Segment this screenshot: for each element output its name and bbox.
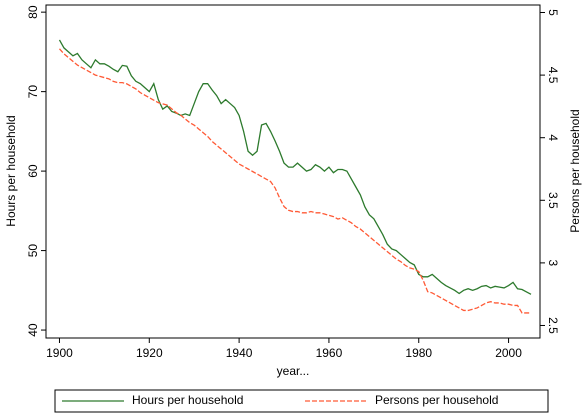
- y2-tick-label: 3: [546, 260, 560, 267]
- legend-label: Persons per household: [375, 393, 498, 407]
- y2-tick-label: 4.5: [546, 67, 560, 84]
- y-tick-label: 60: [26, 164, 40, 178]
- x-tick-label: 1980: [405, 346, 432, 360]
- x-tick-label: 2000: [495, 346, 522, 360]
- legend-box: [54, 389, 549, 413]
- x-tick-label: 1900: [46, 346, 73, 360]
- y-tick-label: 80: [26, 5, 40, 19]
- y-tick-label: 70: [26, 85, 40, 99]
- series-line: [58, 48, 532, 314]
- x-tick-label: 1940: [226, 346, 253, 360]
- y2-tick-label: 3.5: [546, 192, 560, 209]
- y2-tick-label: 2.5: [546, 317, 560, 334]
- y-tick-label: 40: [26, 323, 40, 337]
- plot-frame: [45, 4, 541, 339]
- x-tick-label: 1960: [316, 346, 343, 360]
- y2-tick-label: 5: [546, 9, 560, 16]
- legend-label: Hours per household: [132, 393, 243, 407]
- series-line: [58, 39, 532, 295]
- y2-axis-label: Persons per household: [568, 109, 582, 232]
- x-tick-label: 1920: [136, 346, 163, 360]
- y2-tick-label: 4: [546, 134, 560, 141]
- y-tick-label: 50: [26, 244, 40, 258]
- x-axis-label: year...: [277, 364, 310, 378]
- y-axis-label: Hours per household: [4, 115, 18, 226]
